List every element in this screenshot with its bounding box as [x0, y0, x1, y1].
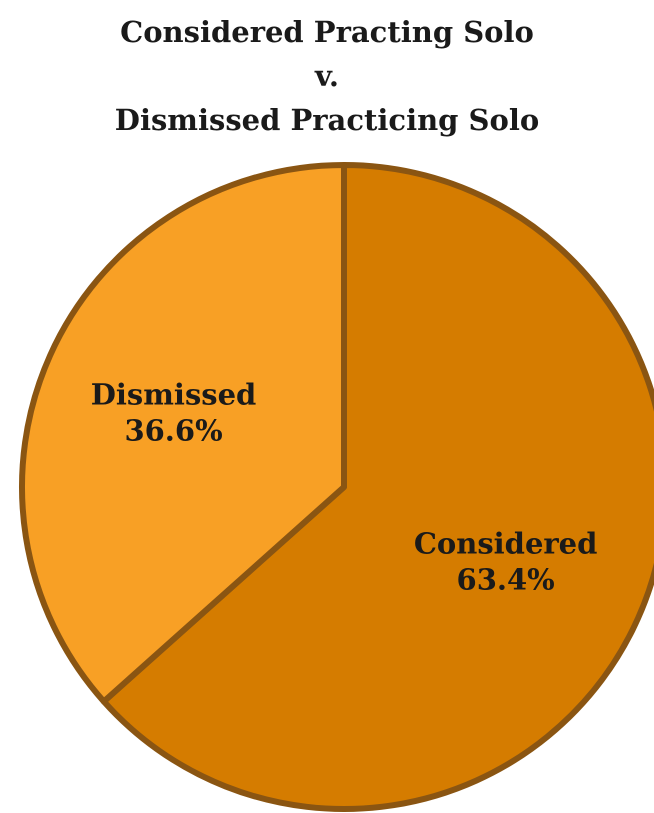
slice-label-value: 36.6% — [124, 414, 222, 448]
slice-label-considered: Considered 63.4% — [414, 526, 598, 596]
chart-title: Considered Practing Solo v. Dismissed Pr… — [0, 10, 654, 142]
slice-label-name: Considered — [414, 526, 598, 560]
chart-title-line-3: Dismissed Practicing Solo — [114, 103, 540, 137]
slice-label-name: Dismissed — [91, 378, 257, 412]
pie-slice-dismissed — [19, 162, 347, 705]
chart-title-line-1: Considered Practing Solo — [120, 15, 534, 49]
slice-label-dismissed: Dismissed 36.6% — [91, 378, 257, 448]
slice-label-value: 63.4% — [457, 562, 555, 596]
pie-slice-considered — [100, 162, 654, 812]
chart-title-line-2: v. — [314, 59, 340, 93]
